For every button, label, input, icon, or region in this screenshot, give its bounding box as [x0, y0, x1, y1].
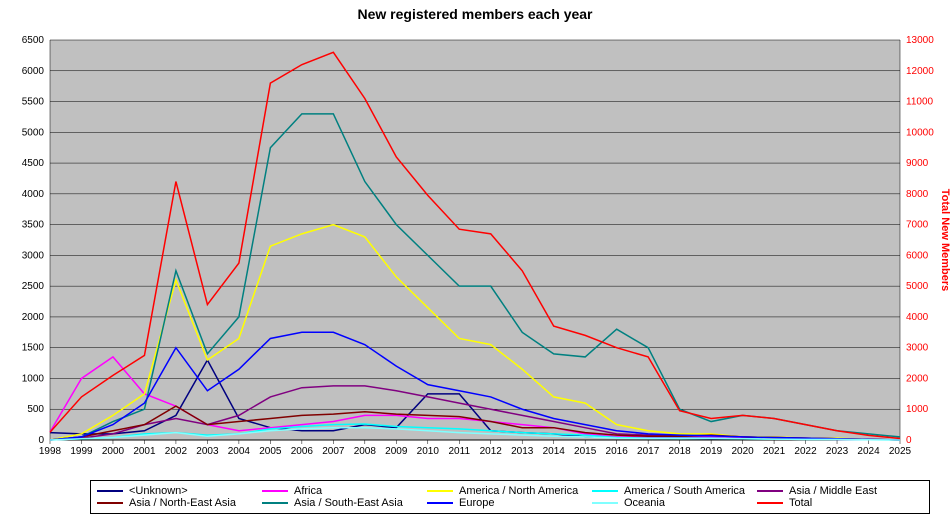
- svg-text:11000: 11000: [906, 97, 934, 108]
- svg-text:2009: 2009: [385, 446, 408, 457]
- legend-swatch: [97, 490, 123, 492]
- svg-text:6000: 6000: [906, 250, 929, 261]
- svg-text:500: 500: [27, 404, 44, 415]
- svg-text:12000: 12000: [906, 66, 934, 77]
- svg-text:Total New Members: Total New Members: [939, 189, 950, 292]
- svg-text:6000: 6000: [22, 66, 45, 77]
- svg-text:1000: 1000: [22, 373, 45, 384]
- svg-text:2024: 2024: [857, 446, 880, 457]
- svg-text:2000: 2000: [102, 446, 125, 457]
- legend-item: Asia / South-East Asia: [262, 497, 427, 509]
- svg-text:0: 0: [38, 435, 44, 446]
- legend-swatch: [757, 490, 783, 492]
- legend-item: Europe: [427, 497, 592, 509]
- legend-label: Asia / South-East Asia: [294, 497, 403, 509]
- legend-swatch: [427, 490, 453, 492]
- svg-text:2017: 2017: [637, 446, 660, 457]
- svg-text:2011: 2011: [449, 446, 471, 457]
- svg-text:9000: 9000: [906, 158, 929, 169]
- svg-text:2003: 2003: [196, 446, 219, 457]
- legend-label: Oceania: [624, 497, 665, 509]
- svg-text:7000: 7000: [906, 220, 929, 231]
- svg-text:2007: 2007: [322, 446, 345, 457]
- svg-text:2021: 2021: [763, 446, 786, 457]
- svg-text:2022: 2022: [794, 446, 817, 457]
- legend-swatch: [97, 502, 123, 504]
- svg-text:4500: 4500: [22, 158, 45, 169]
- legend-item: America / North America: [427, 485, 592, 497]
- svg-text:1999: 1999: [70, 446, 93, 457]
- legend-swatch: [592, 502, 618, 504]
- svg-text:5500: 5500: [22, 97, 45, 108]
- svg-text:4000: 4000: [906, 312, 929, 323]
- svg-text:2023: 2023: [826, 446, 849, 457]
- svg-text:1500: 1500: [22, 343, 45, 354]
- legend-swatch: [262, 502, 288, 504]
- legend-label: Asia / North-East Asia: [129, 497, 236, 509]
- legend-label: <Unknown>: [129, 485, 188, 497]
- svg-text:5000: 5000: [906, 281, 929, 292]
- legend-item: Oceania: [592, 497, 757, 509]
- svg-text:2002: 2002: [165, 446, 188, 457]
- svg-text:2014: 2014: [543, 446, 566, 457]
- legend-item: Asia / North-East Asia: [97, 497, 262, 509]
- svg-text:3500: 3500: [22, 220, 45, 231]
- svg-text:1000: 1000: [906, 404, 929, 415]
- svg-text:2500: 2500: [22, 281, 45, 292]
- svg-text:13000: 13000: [906, 35, 934, 46]
- svg-text:0: 0: [906, 435, 912, 446]
- legend-item: Total: [757, 497, 922, 509]
- legend-swatch: [262, 490, 288, 492]
- svg-text:2008: 2008: [354, 446, 377, 457]
- legend-label: Asia / Middle East: [789, 485, 877, 497]
- svg-text:2015: 2015: [574, 446, 597, 457]
- svg-text:2010: 2010: [417, 446, 440, 457]
- svg-text:1998: 1998: [39, 446, 62, 457]
- svg-text:2025: 2025: [889, 446, 912, 457]
- svg-text:2013: 2013: [511, 446, 534, 457]
- chart-legend: <Unknown> Africa America / North America Am…: [90, 480, 930, 514]
- svg-text:2016: 2016: [606, 446, 629, 457]
- legend-label: America / South America: [624, 485, 745, 497]
- svg-text:2005: 2005: [259, 446, 282, 457]
- line-chart: 0 500 1000 1500 2000 2500 3000 3500 4000 4500 5000…: [0, 0, 950, 480]
- svg-text:4000: 4000: [22, 189, 45, 200]
- legend-label: Total: [789, 497, 812, 509]
- svg-text:10000: 10000: [906, 127, 934, 138]
- legend-swatch: [427, 502, 453, 504]
- legend-swatch: [592, 490, 618, 492]
- svg-text:2000: 2000: [22, 312, 45, 323]
- svg-text:2004: 2004: [228, 446, 251, 457]
- legend-swatch: [757, 502, 783, 504]
- legend-item: <Unknown>: [97, 485, 262, 497]
- legend-item: America / South America: [592, 485, 757, 497]
- legend-item: Asia / Middle East: [757, 485, 922, 497]
- svg-text:8000: 8000: [906, 189, 929, 200]
- svg-text:2012: 2012: [480, 446, 503, 457]
- svg-text:2006: 2006: [291, 446, 314, 457]
- svg-text:3000: 3000: [906, 343, 929, 354]
- legend-label: Europe: [459, 497, 494, 509]
- legend-label: America / North America: [459, 485, 578, 497]
- svg-text:2019: 2019: [700, 446, 723, 457]
- svg-text:5000: 5000: [22, 127, 45, 138]
- svg-text:2020: 2020: [731, 446, 754, 457]
- svg-text:3000: 3000: [22, 250, 45, 261]
- svg-text:2018: 2018: [669, 446, 692, 457]
- legend-item: Africa: [262, 485, 427, 497]
- legend-label: Africa: [294, 485, 322, 497]
- svg-text:2000: 2000: [906, 373, 929, 384]
- svg-text:2001: 2001: [133, 446, 156, 457]
- svg-text:6500: 6500: [22, 35, 45, 46]
